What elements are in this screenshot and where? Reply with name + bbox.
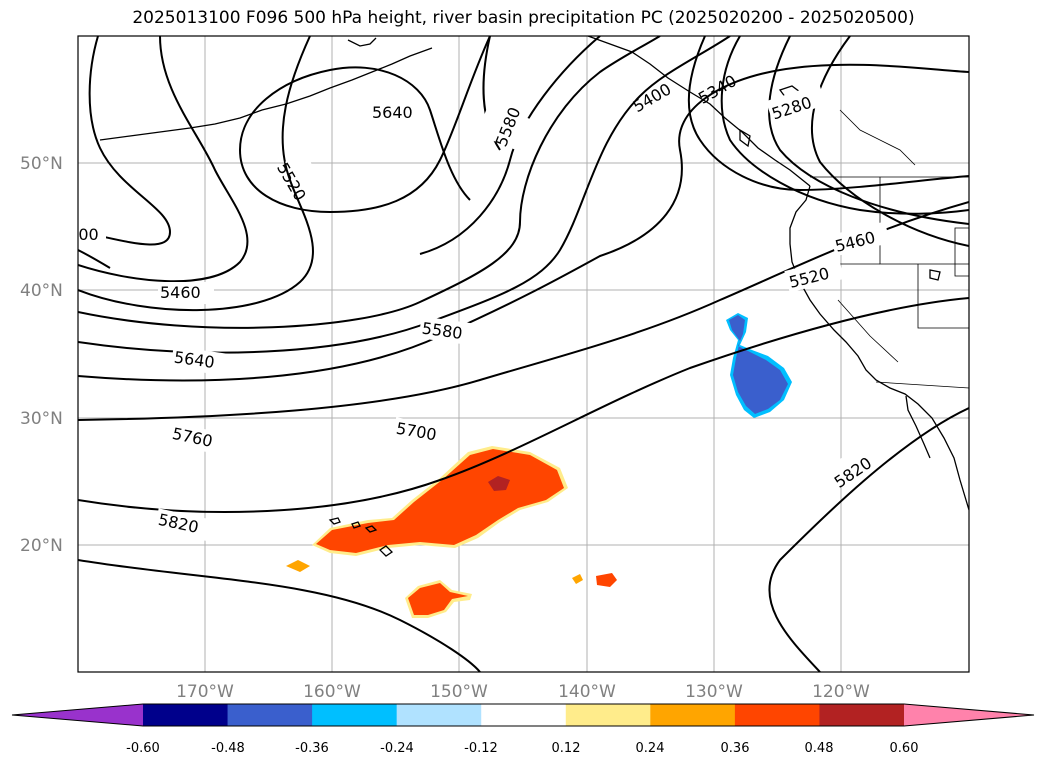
colorbar-bin-8 [734, 704, 820, 726]
contour-label-7: 5400 [58, 225, 99, 244]
colorbar-tick-4: -0.24 [380, 741, 414, 756]
contour-label-10: 5460 [160, 283, 201, 302]
precip-positive-small [286, 560, 617, 618]
colorbar-tick-3: -0.36 [295, 741, 329, 756]
colorbar-tick-10: 0.60 [890, 741, 919, 756]
colorbar-tick-9: 0.48 [805, 741, 834, 756]
lon-label-120w: 120°W [812, 682, 870, 702]
map-frame [77, 35, 970, 673]
lat-label-30n: 30°N [20, 409, 63, 429]
colorbar-bin-6 [565, 704, 651, 726]
colorbar-tick-7: 0.24 [636, 741, 665, 756]
longitude-labels: 170°W 160°W 150°W 140°W 130°W 120°W [176, 682, 870, 702]
lat-label-20n: 20°N [20, 536, 63, 556]
colorbar [11, 703, 1035, 727]
colorbar-outline [11, 703, 1035, 727]
colorbar-bin-9 [819, 704, 905, 726]
colorbar-bin-7 [650, 704, 736, 726]
colorbar-tick-5: -0.12 [464, 741, 498, 756]
colorbar-extend-high [904, 704, 1034, 726]
colorbar-tick-1: -0.60 [126, 741, 160, 756]
contour-labels: 5640 5580 5520 5400 5340 5280 5400 5460 … [58, 71, 891, 542]
colorbar-bin-4 [396, 704, 482, 726]
colorbar-bin-3 [312, 704, 398, 726]
lon-label-170w: 170°W [176, 682, 234, 702]
precip-positive-main [312, 446, 568, 556]
colorbar-ticks: -0.60 -0.48 -0.36 -0.24 -0.12 0.12 0.24 … [126, 741, 918, 756]
latitude-labels: 50°N 40°N 30°N 20°N [20, 154, 63, 556]
lon-label-140w: 140°W [558, 682, 616, 702]
lon-label-150w: 150°W [430, 682, 488, 702]
precip-negative [726, 313, 792, 418]
lat-label-40n: 40°N [20, 281, 63, 301]
map-title: 2025013100 F096 500 hPa height, river ba… [132, 8, 915, 28]
lat-label-50n: 50°N [20, 154, 63, 174]
colorbar-bin-2 [227, 704, 313, 726]
colorbar-extend-low [12, 704, 143, 726]
contour-label-1: 5640 [372, 103, 413, 122]
colorbar-tick-2: -0.48 [211, 741, 245, 756]
colorbar-bin-5 [481, 704, 567, 726]
lon-label-160w: 160°W [303, 682, 361, 702]
colorbar-tick-8: 0.36 [721, 741, 750, 756]
colorbar-bin-1 [143, 704, 229, 726]
colorbar-tick-6: 0.12 [552, 741, 581, 756]
lon-label-130w: 130°W [685, 682, 743, 702]
height-contours [78, 36, 969, 672]
